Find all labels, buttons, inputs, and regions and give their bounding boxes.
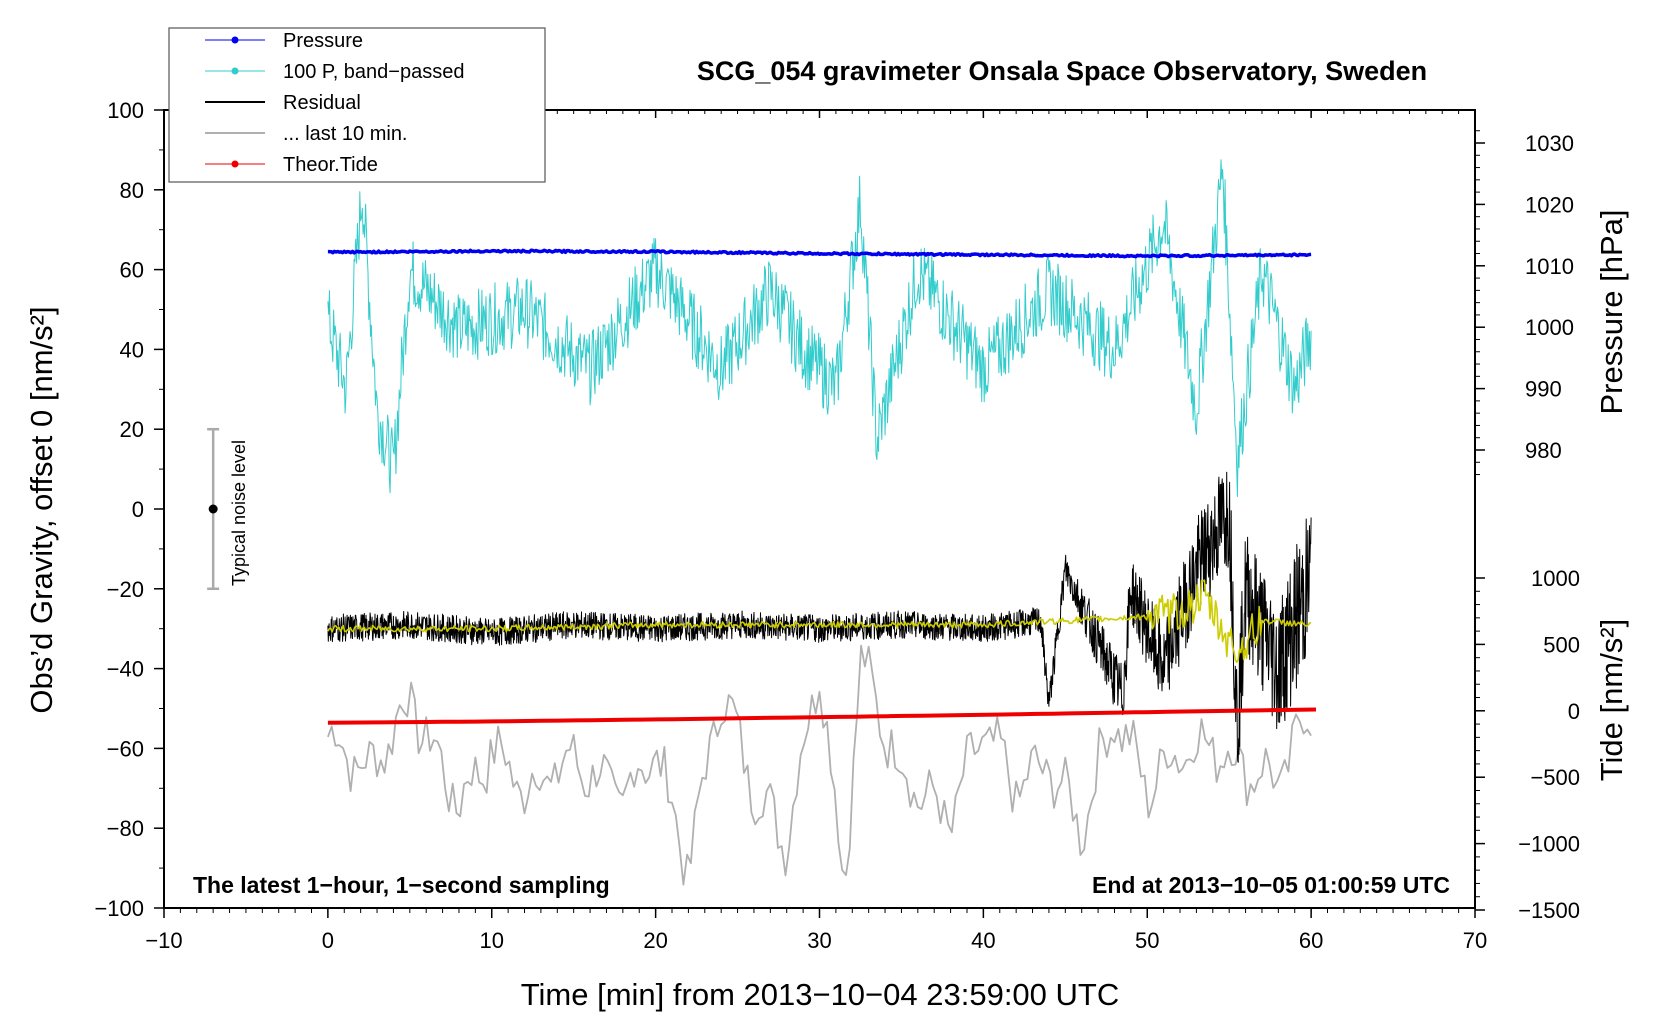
series-theor-tide bbox=[327, 707, 1317, 725]
x-tick-label: 60 bbox=[1299, 928, 1323, 953]
y-tick-label-pressure: 1030 bbox=[1525, 131, 1574, 156]
chart-title: SCG_054 gravimeter Onsala Space Observat… bbox=[697, 56, 1427, 86]
series-residual bbox=[327, 471, 1312, 763]
y-tick-label-left: 20 bbox=[120, 417, 144, 442]
series-layer bbox=[327, 159, 1317, 886]
y-tick-label-tide: 500 bbox=[1543, 632, 1580, 657]
y-tick-label-left: −40 bbox=[107, 657, 144, 682]
y-tick-label-pressure: 1020 bbox=[1525, 192, 1574, 217]
noise-bar-center bbox=[208, 504, 218, 514]
y-tick-label-left: 0 bbox=[132, 497, 144, 522]
y-axis-label-tide: Tide [nm/s²] bbox=[1594, 619, 1629, 782]
x-tick-label: 50 bbox=[1135, 928, 1159, 953]
y-axis-label-pressure: Pressure [hPa] bbox=[1594, 209, 1629, 414]
y-tick-label-tide: −1500 bbox=[1518, 898, 1580, 923]
y-axis-label-left: Obs’d Gravity, offset 0 [nm/s²] bbox=[24, 306, 59, 713]
y-tick-label-tide: −500 bbox=[1530, 765, 1580, 790]
x-tick-label: 20 bbox=[643, 928, 667, 953]
noise-level-label: Typical noise level bbox=[229, 440, 249, 586]
y-tick-label-left: 80 bbox=[120, 178, 144, 203]
y-tick-label-tide: 1000 bbox=[1531, 566, 1580, 591]
y-tick-label-left: 40 bbox=[120, 337, 144, 362]
y-tick-label-tide: −1000 bbox=[1518, 832, 1580, 857]
y-tick-label-left: −100 bbox=[94, 896, 144, 921]
x-tick-label: 40 bbox=[971, 928, 995, 953]
x-tick-label: 10 bbox=[480, 928, 504, 953]
x-axis-label: Time [min] from 2013−10−04 23:59:00 UTC bbox=[521, 977, 1120, 1012]
x-tick-label: 30 bbox=[807, 928, 831, 953]
series-residual-filtered bbox=[327, 579, 1312, 663]
plot-frame bbox=[163, 109, 1476, 909]
legend-marker-tide bbox=[231, 160, 239, 168]
x-tick-label: −10 bbox=[145, 928, 182, 953]
legend-label-tide: Theor.Tide bbox=[283, 154, 378, 176]
y-tick-label-left: −20 bbox=[107, 577, 144, 602]
y-tick-label-pressure: 1000 bbox=[1525, 315, 1574, 340]
y-tick-label-pressure: 1010 bbox=[1525, 254, 1574, 279]
y-tick-label-left: 60 bbox=[120, 258, 144, 283]
legend-label-last10: ... last 10 min. bbox=[283, 123, 408, 145]
series--last-10-min- bbox=[327, 644, 1312, 886]
x-tick-label: 70 bbox=[1463, 928, 1487, 953]
axis-ticks: −10 0 10 20 30 40 50 60 70100806040200−20−40−60−… bbox=[94, 98, 1580, 953]
legend-label-bandpassed: 100 P, band−passed bbox=[283, 61, 464, 83]
bottom-right-note: End at 2013−10−05 01:00:59 UTC bbox=[1092, 872, 1450, 898]
x-tick-label: 0 bbox=[322, 928, 334, 953]
y-tick-label-pressure: 990 bbox=[1525, 377, 1562, 402]
legend-box bbox=[168, 27, 546, 183]
noise-level-bar bbox=[207, 427, 220, 591]
series-pressure bbox=[327, 248, 1312, 259]
bottom-left-note: The latest 1−hour, 1−second sampling bbox=[193, 872, 610, 898]
y-tick-label-left: −80 bbox=[107, 816, 144, 841]
legend: Pressure 100 P, band−passed Residual ...… bbox=[168, 27, 546, 183]
legend-marker-pressure bbox=[231, 36, 239, 44]
series-100-p-band-passed bbox=[327, 159, 1312, 497]
y-tick-label-tide: 0 bbox=[1568, 699, 1580, 724]
legend-label-residual: Residual bbox=[283, 92, 361, 114]
legend-label-pressure: Pressure bbox=[283, 30, 363, 52]
y-tick-label-left: 100 bbox=[107, 98, 144, 123]
legend-marker-bandpassed bbox=[231, 67, 239, 75]
y-tick-label-left: −60 bbox=[107, 736, 144, 761]
y-tick-label-pressure: 980 bbox=[1525, 438, 1562, 463]
